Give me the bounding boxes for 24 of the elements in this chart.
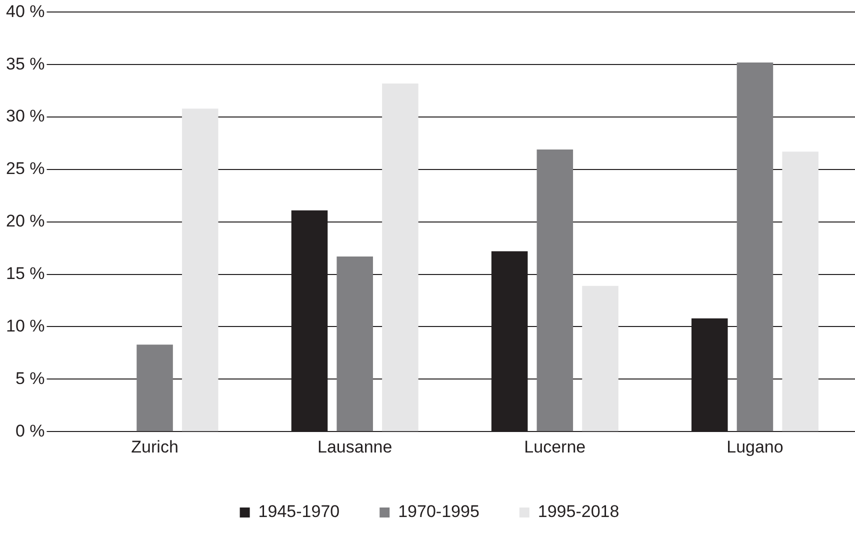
bar bbox=[382, 84, 418, 432]
x-tick-label: Zurich bbox=[131, 437, 178, 456]
y-tick-label: 30 % bbox=[6, 106, 45, 126]
y-tick-label: 25 % bbox=[6, 159, 45, 178]
bar bbox=[582, 286, 618, 432]
y-tick-label: 0 % bbox=[15, 421, 45, 440]
y-tick-label: 20 % bbox=[6, 212, 45, 231]
bar bbox=[782, 152, 818, 432]
bar bbox=[736, 62, 774, 432]
bar bbox=[536, 150, 574, 432]
y-tick-label: 35 % bbox=[6, 54, 45, 74]
legend-label: 1945-1970 bbox=[258, 502, 340, 522]
y-tick-label: 15 % bbox=[6, 264, 45, 284]
x-tick-label: Lausanne bbox=[318, 437, 392, 456]
y-tick-label: 40 % bbox=[6, 2, 45, 21]
y-tick-label: 5 % bbox=[15, 368, 45, 388]
bar bbox=[136, 344, 173, 432]
y-tick-label: 10 % bbox=[6, 316, 45, 336]
bar bbox=[182, 108, 218, 432]
bar bbox=[336, 256, 373, 432]
x-tick-label: Lugano bbox=[726, 437, 784, 456]
x-tick-label: Lucerne bbox=[524, 437, 586, 456]
legend-label: 1970-1995 bbox=[398, 502, 480, 522]
legend-label: 1995-2018 bbox=[538, 502, 620, 522]
